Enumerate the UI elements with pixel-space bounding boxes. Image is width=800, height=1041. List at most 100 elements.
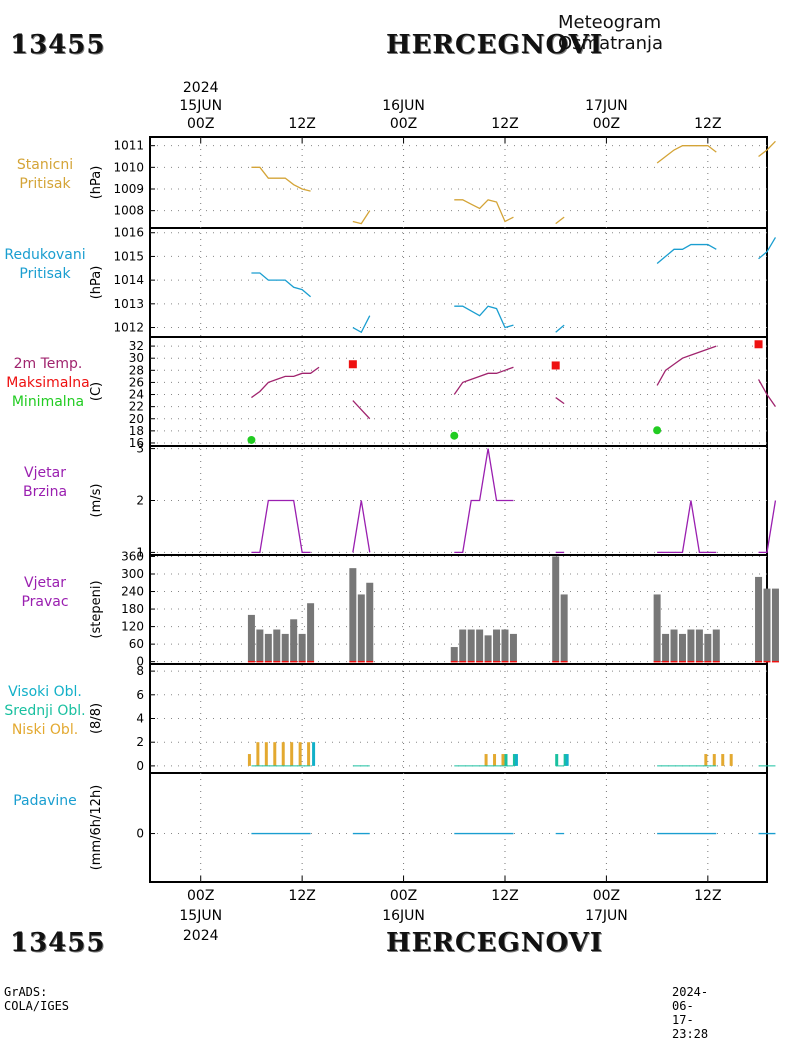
- temperature-line: [555, 397, 565, 405]
- wind-direction-bar: [678, 633, 686, 662]
- cloud-low-bar: [290, 742, 294, 766]
- tmin-point: [653, 426, 662, 435]
- year-label-bottom: 2024: [183, 928, 219, 944]
- y-tick-label: 2: [136, 735, 144, 749]
- temperature-line: [251, 366, 320, 399]
- wind-direction-bar: [552, 556, 560, 662]
- panel-label: Pritisak: [19, 266, 71, 282]
- station-name-top: HERCEGNOVI: [386, 30, 603, 60]
- y-tick-label: 4: [136, 712, 144, 726]
- y-axis-title: (hPa): [89, 166, 104, 200]
- y-tick-label: 240: [121, 585, 144, 599]
- panel-label: Minimalna: [12, 394, 84, 410]
- y-axis-title: (hPa): [89, 266, 104, 300]
- y-tick-label: 24: [129, 388, 144, 402]
- temperature-line: [453, 366, 514, 395]
- time-label-top: 00Z: [390, 116, 417, 132]
- wind-direction-bar: [450, 647, 458, 662]
- temperature-line: [352, 400, 371, 420]
- wind_speed-line: [758, 500, 777, 554]
- y-tick-label: 8: [136, 664, 144, 678]
- time-label-top: 12Z: [694, 116, 721, 132]
- cloud-low-bar: [704, 754, 708, 766]
- y-tick-label: 60: [129, 637, 144, 651]
- wind-direction-bar: [771, 588, 779, 662]
- plot-frame: [149, 136, 768, 883]
- station-id-top: 13455: [10, 30, 106, 60]
- panel-label: Niski Obl.: [12, 722, 78, 738]
- panel-label: Redukovani: [4, 247, 85, 263]
- cloud-high-bar: [565, 754, 569, 766]
- date-label-top: 17JUN: [585, 98, 628, 114]
- station-name-bottom: HERCEGNOVI: [386, 928, 603, 958]
- panel-label: Vjetar: [24, 465, 66, 481]
- wind-direction-bar: [459, 629, 467, 662]
- tmax-point: [551, 361, 560, 370]
- reduced_pressure-line: [251, 272, 312, 298]
- panel-label: Srednji Obl.: [4, 703, 85, 719]
- date-label-top: 15JUN: [179, 98, 222, 114]
- panel-label: Pritisak: [19, 176, 71, 192]
- wind-direction-bar: [467, 629, 475, 662]
- cloud-mid-bar: [512, 754, 516, 766]
- y-tick-label: 30: [129, 351, 144, 365]
- wind-direction-bar: [264, 633, 272, 662]
- footer-timestamp: 2024-06-17-23:28: [672, 985, 709, 1041]
- wind-direction-bar: [357, 594, 365, 662]
- wind-direction-bar: [366, 582, 374, 662]
- wind-direction-bar: [662, 633, 670, 662]
- cloud-low-bar: [247, 754, 251, 766]
- cloud-high-bar: [514, 754, 518, 766]
- time-label-top: 00Z: [187, 116, 214, 132]
- cloud-low-bar: [256, 742, 260, 766]
- y-tick-label: 2: [136, 494, 144, 508]
- wind-direction-bar: [560, 594, 568, 662]
- y-tick-label: 300: [121, 567, 144, 581]
- meteogram-chart: 00Z00Z15JUN15JUN2024202412Z12Z00Z00Z16JU…: [4, 80, 779, 944]
- wind_speed-line: [454, 448, 514, 554]
- cloud-low-bar: [273, 742, 277, 766]
- wind_speed-line: [657, 500, 717, 554]
- y-tick-label: 1013: [113, 297, 144, 311]
- station_pressure-line: [352, 210, 371, 225]
- wind-direction-bar: [484, 635, 492, 662]
- panel-label: Vjetar: [24, 575, 66, 591]
- wind-direction-bar: [493, 629, 501, 662]
- time-label-bottom: 00Z: [593, 888, 620, 904]
- wind-direction-bar: [476, 629, 484, 662]
- cloud-low-bar: [729, 754, 733, 766]
- y-tick-label: 0: [136, 759, 144, 773]
- tmax-point: [754, 340, 763, 349]
- wind-direction-bar: [712, 629, 720, 662]
- wind-direction-bar: [349, 568, 357, 662]
- y-tick-label: 0: [136, 655, 144, 669]
- station_pressure-line: [555, 216, 565, 225]
- wind-direction-bar: [290, 619, 298, 662]
- y-tick-label: 32: [129, 339, 144, 353]
- y-tick-label: 1009: [113, 182, 144, 196]
- y-tick-label: 28: [129, 363, 144, 377]
- y-tick-label: 1015: [113, 249, 144, 263]
- y-axis-title: (mm/6h/12h): [89, 785, 104, 871]
- panel-label: Visoki Obl.: [8, 684, 82, 700]
- wind-direction-bar: [763, 588, 771, 662]
- cloud-low-bar: [298, 742, 302, 766]
- y-axis-title: (m/s): [89, 484, 104, 518]
- footer-credit: GrADS: COLA/IGES: [4, 985, 70, 1013]
- reduced_pressure-line: [656, 243, 717, 265]
- y-tick-label: 16: [129, 436, 144, 450]
- date-label-bottom: 17JUN: [585, 908, 628, 924]
- cloud-low-bar: [501, 754, 505, 766]
- temperature-line: [757, 379, 776, 408]
- wind-direction-bar: [755, 576, 763, 662]
- wind-direction-bar: [501, 629, 509, 662]
- cloud-high-bar: [312, 742, 316, 766]
- wind-direction-bar: [670, 629, 678, 662]
- wind_speed-line: [352, 500, 371, 553]
- time-label-top: 12Z: [288, 116, 315, 132]
- station_pressure-line: [656, 145, 717, 164]
- meteogram-subtitle: Meteogram Osmatranja: [558, 12, 664, 54]
- y-tick-label: 18: [129, 424, 144, 438]
- wind-direction-bar: [247, 614, 255, 662]
- panel-label: Brzina: [23, 484, 67, 500]
